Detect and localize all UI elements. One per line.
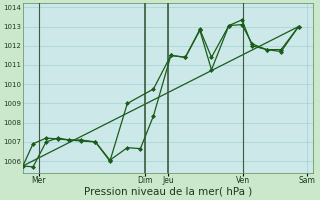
X-axis label: Pression niveau de la mer( hPa ): Pression niveau de la mer( hPa ) (84, 187, 252, 197)
